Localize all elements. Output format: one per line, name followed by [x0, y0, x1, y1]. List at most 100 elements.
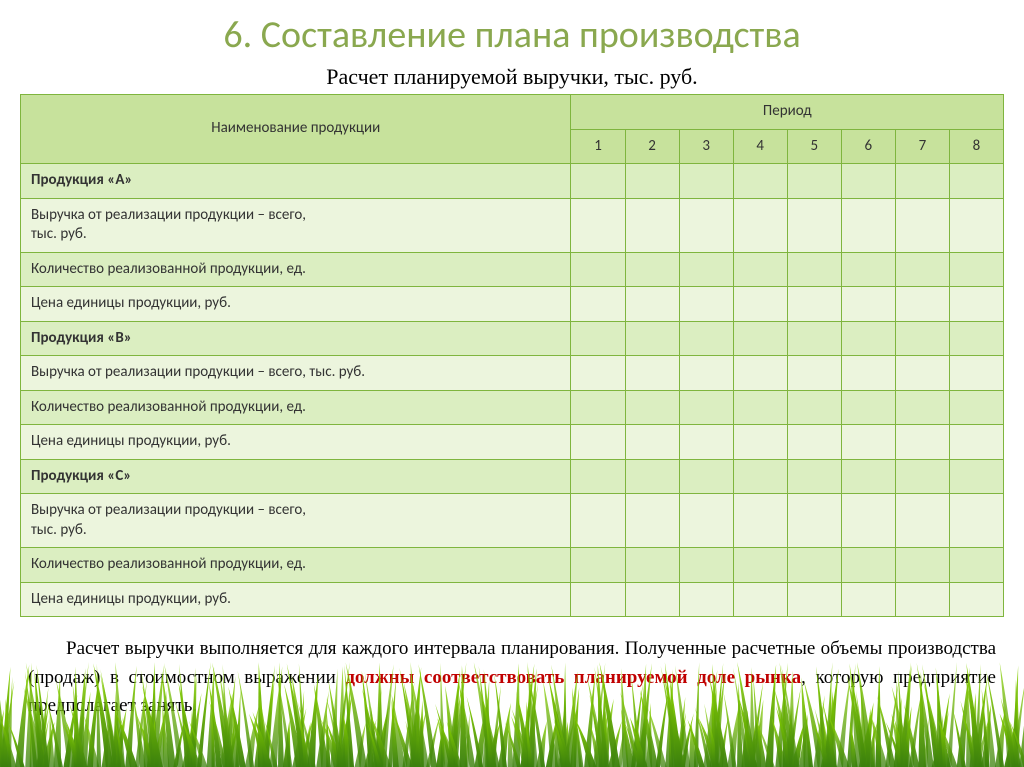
cell — [679, 390, 733, 425]
cell — [733, 425, 787, 460]
cell — [949, 494, 1003, 548]
cell — [733, 390, 787, 425]
cell — [733, 252, 787, 287]
cell — [895, 198, 949, 252]
cell — [949, 198, 1003, 252]
th-period-2: 2 — [625, 129, 679, 164]
cell — [949, 252, 1003, 287]
cell — [841, 459, 895, 494]
cell — [787, 198, 841, 252]
cell — [787, 494, 841, 548]
cell — [733, 494, 787, 548]
revenue-table-wrap: Наименование продукции Период 12345678 П… — [0, 94, 1024, 617]
table-row: Количество реализованной продукции, ед. — [21, 252, 1004, 287]
cell — [949, 582, 1003, 617]
th-period-5: 5 — [787, 129, 841, 164]
cell — [571, 459, 625, 494]
cell — [571, 164, 625, 199]
cell — [679, 459, 733, 494]
cell — [787, 425, 841, 460]
table-row: Выручка от реализации продукции – всего,… — [21, 356, 1004, 391]
cell — [625, 287, 679, 322]
table-row: Количество реализованной продукции, ед. — [21, 548, 1004, 583]
table-body: Продукция «А»Выручка от реализации проду… — [21, 164, 1004, 617]
cell — [679, 287, 733, 322]
row-label: Количество реализованной продукции, ед. — [21, 548, 571, 583]
cell — [679, 321, 733, 356]
cell — [949, 425, 1003, 460]
cell — [733, 198, 787, 252]
row-label: Продукция «В» — [21, 321, 571, 356]
cell — [841, 425, 895, 460]
cell — [949, 321, 1003, 356]
cell — [841, 252, 895, 287]
cell — [895, 425, 949, 460]
cell — [841, 548, 895, 583]
cell — [679, 548, 733, 583]
revenue-table: Наименование продукции Период 12345678 П… — [20, 94, 1004, 617]
cell — [841, 164, 895, 199]
table-title: Расчет планируемой выручки, тыс. руб. — [0, 64, 1024, 90]
cell — [949, 356, 1003, 391]
row-label: Выручка от реализации продукции – всего,… — [21, 198, 571, 252]
slide-title: 6. Составление плана производства — [0, 0, 1024, 64]
cell — [625, 582, 679, 617]
cell — [571, 425, 625, 460]
cell — [895, 287, 949, 322]
cell — [571, 252, 625, 287]
row-label: Количество реализованной продукции, ед. — [21, 390, 571, 425]
table-row: Продукция «В» — [21, 321, 1004, 356]
cell — [733, 164, 787, 199]
table-row: Цена единицы продукции, руб. — [21, 287, 1004, 322]
cell — [625, 390, 679, 425]
cell — [841, 198, 895, 252]
cell — [949, 390, 1003, 425]
row-label: Цена единицы продукции, руб. — [21, 287, 571, 322]
table-row: Количество реализованной продукции, ед. — [21, 390, 1004, 425]
cell — [787, 548, 841, 583]
cell — [625, 164, 679, 199]
cell — [625, 494, 679, 548]
cell — [787, 582, 841, 617]
cell — [571, 198, 625, 252]
th-period-4: 4 — [733, 129, 787, 164]
table-row: Выручка от реализации продукции – всего,… — [21, 198, 1004, 252]
th-period-3: 3 — [679, 129, 733, 164]
cell — [571, 548, 625, 583]
cell — [625, 356, 679, 391]
cell — [733, 582, 787, 617]
th-period-7: 7 — [895, 129, 949, 164]
row-label: Цена единицы продукции, руб. — [21, 582, 571, 617]
cell — [679, 425, 733, 460]
cell — [895, 582, 949, 617]
cell — [841, 390, 895, 425]
cell — [787, 321, 841, 356]
cell — [733, 321, 787, 356]
cell — [625, 459, 679, 494]
cell — [895, 390, 949, 425]
table-row: Выручка от реализации продукции – всего,… — [21, 494, 1004, 548]
cell — [625, 252, 679, 287]
cell — [571, 494, 625, 548]
cell — [895, 459, 949, 494]
cell — [841, 494, 895, 548]
cell — [841, 321, 895, 356]
row-label: Количество реализованной продукции, ед. — [21, 252, 571, 287]
cell — [679, 164, 733, 199]
cell — [625, 198, 679, 252]
cell — [895, 548, 949, 583]
cell — [571, 287, 625, 322]
cell — [841, 287, 895, 322]
cell — [571, 321, 625, 356]
cell — [949, 548, 1003, 583]
cell — [787, 164, 841, 199]
cell — [841, 356, 895, 391]
cell — [787, 252, 841, 287]
cell — [571, 390, 625, 425]
cell — [949, 459, 1003, 494]
cell — [787, 356, 841, 391]
th-name: Наименование продукции — [21, 95, 571, 164]
cell — [733, 548, 787, 583]
cell — [949, 287, 1003, 322]
cell — [895, 164, 949, 199]
